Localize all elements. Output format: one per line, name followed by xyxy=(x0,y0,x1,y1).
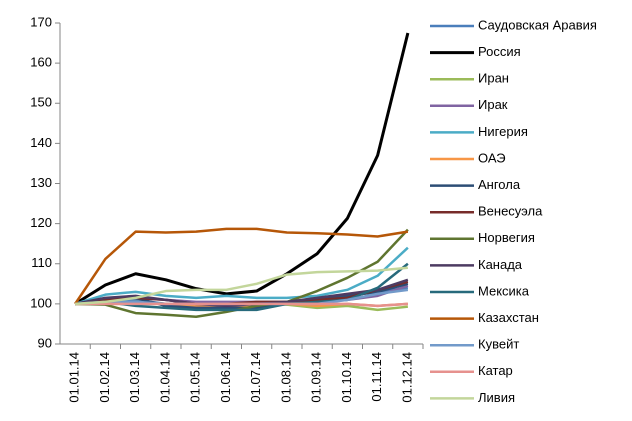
legend-label: Катар xyxy=(478,363,513,378)
y-tick-label: 90 xyxy=(38,335,52,350)
x-tick-label: 01.01.14 xyxy=(67,352,82,403)
legend-label: Ирак xyxy=(478,97,508,112)
x-tick-label: 01.05.14 xyxy=(188,352,203,403)
legend-label: Россия xyxy=(478,44,521,59)
legend-label: Кувейт xyxy=(478,337,519,352)
legend-label: Саудовская Аравия xyxy=(478,17,597,32)
y-tick-label: 150 xyxy=(30,95,52,110)
legend-label: Иран xyxy=(478,71,509,86)
x-tick-label: 01.07.14 xyxy=(248,352,263,403)
legend-label: Казахстан xyxy=(478,310,539,325)
series-line xyxy=(75,266,408,306)
legend-label: Ангола xyxy=(478,177,521,192)
x-tick-label: 01.06.14 xyxy=(218,352,233,403)
x-tick-label: 01.12.14 xyxy=(399,352,414,403)
legend-label: Нигерия xyxy=(478,124,528,139)
y-tick-label: 100 xyxy=(30,295,52,310)
series-line xyxy=(74,32,410,306)
x-tick-label: 01.04.14 xyxy=(157,352,172,403)
legend-label: Норвегия xyxy=(478,230,535,245)
x-tick-label: 01.03.14 xyxy=(127,352,142,403)
series-line xyxy=(74,227,409,305)
y-tick-label: 130 xyxy=(30,175,52,190)
legend-label: ОАЭ xyxy=(478,150,506,165)
x-tick-label: 01.10.14 xyxy=(339,352,354,403)
legend-label: Венесуэла xyxy=(478,204,543,219)
y-tick-label: 110 xyxy=(31,255,52,270)
x-tick-label: 01.08.14 xyxy=(278,352,293,403)
legend-label: Мексика xyxy=(478,283,530,298)
series-line xyxy=(74,246,409,306)
x-tick-label: 01.11.14 xyxy=(369,352,384,402)
series-line xyxy=(75,302,408,308)
y-tick-label: 140 xyxy=(30,135,52,150)
y-tick-label: 170 xyxy=(30,14,52,29)
y-tick-label: 120 xyxy=(30,215,52,230)
x-tick-label: 01.09.14 xyxy=(309,352,324,403)
legend-label: Ливия xyxy=(478,390,515,405)
legend-label: Канада xyxy=(478,257,523,272)
x-tick-label: 01.02.14 xyxy=(97,352,112,403)
y-tick-label: 160 xyxy=(30,55,52,70)
